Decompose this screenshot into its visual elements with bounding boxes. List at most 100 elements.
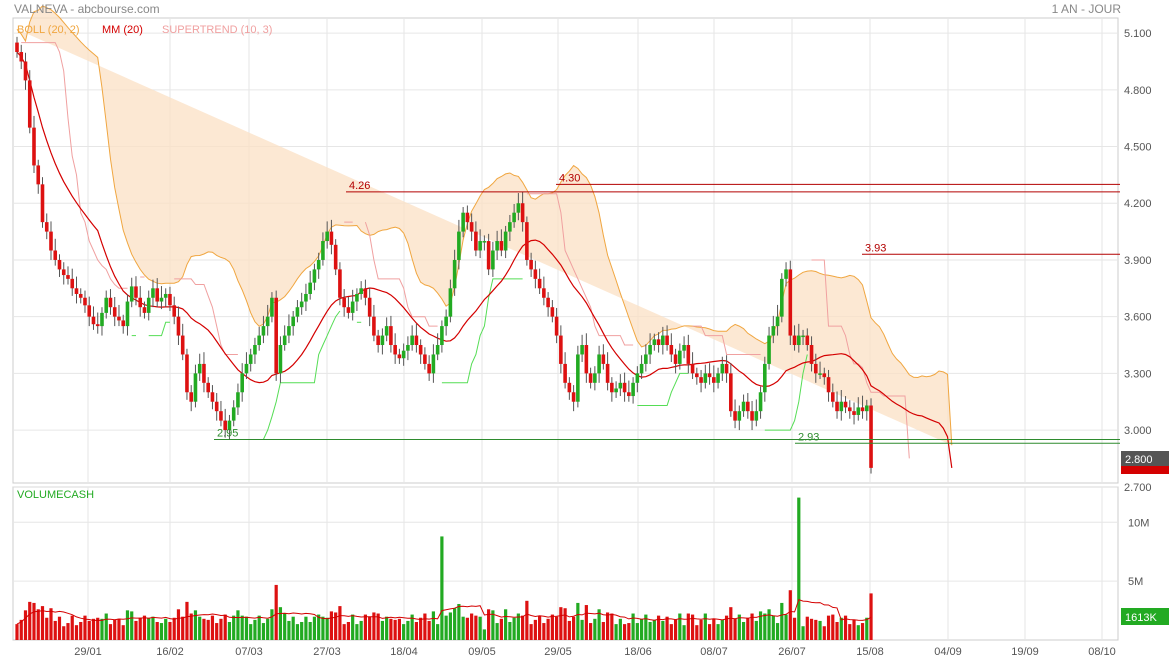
candle bbox=[673, 348, 678, 374]
candle bbox=[780, 273, 784, 323]
candle bbox=[635, 366, 640, 393]
candle bbox=[669, 333, 674, 363]
volume-bar bbox=[53, 620, 57, 640]
x-tick-label: 29/01 bbox=[74, 646, 102, 658]
candle bbox=[435, 333, 440, 361]
volume-bar bbox=[130, 611, 134, 640]
candle bbox=[104, 290, 109, 319]
candle bbox=[291, 310, 295, 336]
volume-bar bbox=[206, 619, 210, 640]
y-tick-label: 4.200 bbox=[1124, 198, 1152, 210]
volume-bar bbox=[491, 610, 495, 640]
volume-bar bbox=[788, 590, 792, 640]
volume-bar bbox=[835, 621, 839, 640]
volume-bar bbox=[593, 618, 597, 640]
candle bbox=[393, 333, 397, 364]
volume-bar bbox=[274, 584, 278, 640]
last-price-marker bbox=[1121, 466, 1169, 474]
volume-bar bbox=[57, 616, 62, 640]
candle bbox=[125, 294, 130, 336]
volume-bar bbox=[334, 612, 338, 640]
candle bbox=[563, 352, 567, 389]
volume-bar bbox=[487, 609, 491, 640]
volume-bar bbox=[470, 613, 474, 640]
last-price-box bbox=[1121, 451, 1169, 467]
volume-bar bbox=[499, 618, 503, 640]
supertrend-segment bbox=[811, 259, 910, 459]
volume-bar bbox=[746, 617, 750, 640]
candle bbox=[342, 289, 346, 317]
volume-bar bbox=[784, 614, 788, 640]
bollinger-bands bbox=[16, 5, 953, 446]
volume-bar bbox=[257, 615, 261, 640]
volume-bar bbox=[839, 617, 843, 640]
volume-bar bbox=[856, 625, 860, 640]
volume-bar bbox=[767, 609, 771, 640]
axis-labels: 5.100 4.800 4.500 4.200 3.900 3.600 3.300 3.000… bbox=[74, 28, 1151, 658]
volume-bar bbox=[843, 615, 848, 640]
candle bbox=[240, 363, 244, 402]
candle bbox=[588, 367, 593, 389]
legend-boll: BOLL (20, 2) bbox=[17, 24, 80, 36]
candle bbox=[363, 279, 368, 306]
volume-bar bbox=[23, 610, 28, 640]
candle bbox=[53, 238, 58, 266]
candle bbox=[584, 333, 589, 383]
candle bbox=[686, 334, 691, 374]
legend-supertrend: SUPERTREND (10, 3) bbox=[162, 24, 272, 36]
candle bbox=[236, 383, 240, 415]
volume-bar bbox=[635, 623, 639, 640]
x-tick-label: 08/10 bbox=[1088, 646, 1116, 658]
candle bbox=[23, 52, 28, 90]
candle bbox=[699, 369, 703, 393]
volume-bar bbox=[368, 616, 372, 640]
candle bbox=[750, 400, 754, 431]
candle bbox=[66, 266, 70, 285]
volume-bar bbox=[690, 614, 695, 640]
volume-bar bbox=[555, 616, 559, 640]
candle bbox=[384, 317, 389, 342]
volume-bar bbox=[40, 606, 45, 640]
candle bbox=[741, 394, 746, 417]
volume-bar bbox=[444, 615, 448, 640]
volume-bar bbox=[346, 621, 351, 640]
candle bbox=[763, 356, 767, 402]
candle bbox=[440, 320, 444, 353]
candle bbox=[716, 367, 720, 389]
candle bbox=[74, 276, 79, 304]
candle bbox=[695, 367, 699, 385]
volume-bar bbox=[597, 609, 601, 640]
volume-bar bbox=[431, 611, 435, 640]
supertrend-segment bbox=[148, 321, 170, 337]
x-tick-label: 26/07 bbox=[778, 646, 806, 658]
candle bbox=[248, 348, 253, 372]
candle bbox=[610, 377, 614, 402]
candle bbox=[605, 352, 610, 391]
volume-bar bbox=[151, 616, 155, 640]
x-tick-label: 19/09 bbox=[1011, 646, 1039, 658]
candle bbox=[792, 325, 797, 351]
volume-bar bbox=[478, 616, 482, 640]
y-tick-label: 3.600 bbox=[1124, 312, 1152, 324]
level-label: 4.26 bbox=[349, 180, 370, 192]
volume-bar bbox=[792, 617, 797, 640]
volume-bar bbox=[372, 612, 376, 640]
candle bbox=[758, 386, 763, 419]
candle bbox=[618, 374, 623, 397]
volume-bar bbox=[380, 620, 385, 640]
volume-bar bbox=[865, 617, 869, 640]
candle bbox=[401, 343, 406, 366]
volume-bar bbox=[227, 621, 232, 640]
candle bbox=[843, 396, 848, 414]
volume-bar bbox=[614, 624, 618, 640]
candle bbox=[163, 288, 168, 308]
volume-bar bbox=[240, 615, 244, 640]
period-label: 1 AN - JOUR bbox=[1052, 2, 1122, 16]
volume-bar bbox=[627, 623, 631, 640]
candle bbox=[151, 279, 155, 308]
candle bbox=[278, 336, 283, 383]
bollinger-area bbox=[16, 5, 953, 446]
candle bbox=[372, 304, 376, 342]
candle bbox=[537, 268, 542, 294]
candle bbox=[822, 367, 827, 385]
